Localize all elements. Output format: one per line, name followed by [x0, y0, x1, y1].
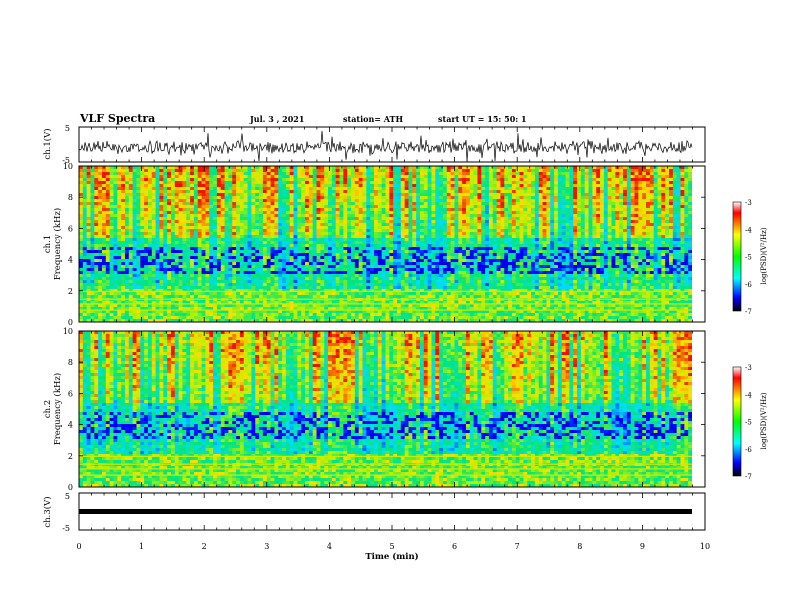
frequency-tick-label: 10: [63, 327, 73, 336]
colorbar-tick-label: -4: [745, 391, 752, 399]
frequency-tick-label: 2: [68, 452, 73, 461]
x-tick-label: 4: [327, 542, 332, 551]
x-tick-label: 0: [76, 542, 81, 551]
spectrogram-ch1-ylabel-channel: ch.1: [43, 235, 53, 253]
spectrogram-ch2-panel: 0 2 4 6 8 10 ch.2 Frequency (kHz): [43, 327, 706, 492]
colorbar-tick-label: -4: [745, 226, 752, 234]
figure-title: VLF Spectra: [79, 112, 155, 125]
x-tick-label: 5: [389, 542, 394, 551]
frequency-tick-label: 8: [68, 193, 73, 202]
colorbar-ch2-label: log(PSD)(V²/Hz): [760, 392, 768, 449]
frequency-tick-label: 6: [68, 389, 73, 398]
spectral-line: [79, 463, 692, 465]
spectral-line: [79, 303, 692, 305]
colorbar-tick-label: -7: [745, 308, 752, 316]
waveform-ch3-ylabel: ch.3(V): [42, 496, 53, 527]
frequency-tick-label: 0: [68, 318, 73, 327]
waveform-ch3-ytick-bottom: -5: [62, 524, 70, 533]
frequency-tick-label: 10: [63, 162, 73, 171]
spectral-line: [79, 298, 692, 300]
x-tick-label: 7: [515, 542, 520, 551]
x-tick-label: 8: [577, 542, 582, 551]
colorbar-tick-label: -3: [745, 199, 752, 207]
colorbar-tick-label: -5: [745, 254, 752, 262]
waveform-ch1-trace: [78, 130, 693, 162]
spectral-line: [79, 309, 692, 311]
spectral-line: [79, 290, 692, 292]
spectral-line: [79, 474, 692, 476]
waveform-ch1-ytick-top: 5: [65, 124, 70, 133]
x-tick-label: 6: [452, 542, 457, 551]
x-tick-label: 9: [640, 542, 645, 551]
colorbar-tick-label: -7: [745, 473, 752, 481]
colorbar-ch2: -3 -4 -5 -6 -7 log(PSD)(V²/Hz): [732, 364, 768, 481]
waveform-ch3-trace: [79, 509, 692, 514]
waveform-ch1-panel: 5 -5 ch.1(V): [42, 124, 706, 165]
x-tick-label: 10: [700, 542, 710, 551]
frequency-tick-label: 4: [68, 421, 73, 430]
x-axis-label: Time (min): [365, 551, 418, 562]
frequency-tick-label: 8: [68, 358, 73, 367]
waveform-ch1-ylabel: ch.1(V): [42, 128, 53, 159]
colorbar-tick-label: -6: [745, 446, 752, 454]
colorbar-ch1: -3 -4 -5 -6 -7 log(PSD)(V²/Hz): [732, 199, 768, 316]
spectrogram-ch2-image: [79, 331, 705, 488]
spectrogram-ch1-panel: 0 2 4 6 8 10 ch.1 Frequency (kHz): [43, 162, 706, 327]
start-time-label: start UT = 15: 50: 1: [438, 114, 527, 124]
colorbar-tick-label: -3: [745, 364, 752, 372]
colorbar-tick-label: -5: [745, 419, 752, 427]
x-tick-label: 3: [264, 542, 269, 551]
spectrogram-ch1-ylabel: Frequency (kHz): [52, 208, 63, 280]
colorbar-tick-label: -6: [745, 281, 752, 289]
x-axis-tick-labels: 0 1 2 3 4 5 6 7 8 9 10: [76, 542, 710, 551]
spectrogram-ch2-ylabel-channel: ch.2: [43, 400, 53, 418]
frequency-tick-label: 6: [68, 224, 73, 233]
frequency-tick-label: 4: [68, 256, 73, 265]
time-tick-marks: [78, 127, 706, 530]
waveform-ch3-ytick-top: 5: [65, 492, 70, 501]
x-tick-label: 1: [139, 542, 144, 551]
spectrogram-ch2-ylabel: Frequency (kHz): [52, 373, 63, 445]
waveform-ch1-ytick-bottom: -5: [62, 156, 70, 165]
frequency-tick-label: 0: [68, 483, 73, 492]
date-label: Jul. 3 , 2021: [249, 114, 304, 124]
spectral-line: [79, 468, 692, 470]
spectrogram-ch1-image: [79, 166, 705, 323]
station-label: station= ATH: [343, 114, 403, 124]
waveform-ch3-panel: 5 -5 ch.3(V): [42, 492, 706, 533]
spectral-line: [79, 455, 692, 457]
x-tick-label: 2: [202, 542, 207, 551]
frequency-tick-label: 2: [68, 287, 73, 296]
colorbar-ch1-label: log(PSD)(V²/Hz): [760, 227, 768, 284]
